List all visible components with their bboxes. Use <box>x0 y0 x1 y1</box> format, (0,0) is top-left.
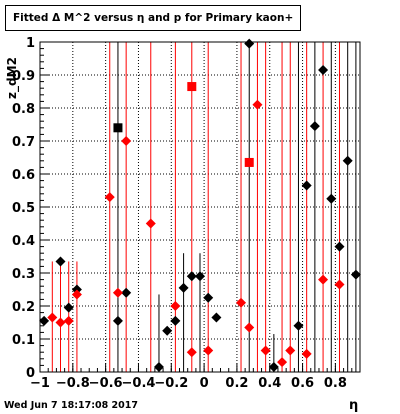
x-tick-label: 0.8 <box>324 376 347 391</box>
x-tick-label: −0.4 <box>122 376 156 391</box>
timestamp: Wed Jun 7 18:17:08 2017 <box>4 400 138 411</box>
data-point <box>301 180 312 191</box>
data-point <box>309 121 320 132</box>
data-point <box>203 292 214 303</box>
y-tick-label: 0.3 <box>12 267 35 282</box>
data-point <box>326 193 337 204</box>
data-point <box>318 65 329 76</box>
data-point <box>195 271 205 282</box>
y-tick-label: 0.9 <box>12 69 35 84</box>
data-point <box>252 99 263 110</box>
data-point <box>39 315 50 326</box>
data-point-square <box>187 82 197 92</box>
data-point <box>285 345 296 356</box>
data-point <box>350 269 361 280</box>
chart-title: Fitted Δ M^2 versus η and p for Primary … <box>5 5 302 31</box>
data-point <box>121 287 132 298</box>
data-point <box>186 347 197 358</box>
data-point <box>170 315 181 326</box>
data-point <box>260 345 271 356</box>
data-point <box>55 317 66 328</box>
y-tick-label: 0.8 <box>12 102 35 117</box>
x-tick-label: 0.4 <box>258 376 281 391</box>
y-tick-label: 0.2 <box>12 300 35 315</box>
data-point <box>170 301 181 311</box>
y-tick-label: 0 <box>26 366 35 381</box>
x-axis-label: η <box>349 398 359 413</box>
data-point <box>293 320 304 331</box>
data-point <box>71 289 82 300</box>
x-tick-label: −1 <box>30 376 50 391</box>
data-point <box>47 312 58 323</box>
data-point <box>244 322 255 333</box>
data-point <box>55 256 66 267</box>
data-point-square <box>113 123 123 133</box>
data-point-square <box>244 157 254 167</box>
data-point <box>121 136 132 146</box>
data-point <box>211 312 222 323</box>
data-point <box>112 315 123 326</box>
x-tick-label: −0.6 <box>89 376 123 391</box>
data-point <box>145 218 156 229</box>
y-tick-label: 1 <box>26 36 35 51</box>
data-point <box>244 38 255 49</box>
data-point <box>63 315 74 326</box>
y-axis-label: z_dM2 <box>5 57 20 99</box>
y-tick-label: 0.7 <box>12 135 35 150</box>
data-point <box>301 348 312 359</box>
y-tick-label: 0.1 <box>12 333 35 348</box>
x-tick-label: 0.2 <box>225 376 248 391</box>
data-point <box>186 271 197 282</box>
data-point <box>277 357 288 368</box>
data-point <box>63 302 74 313</box>
data-point <box>268 362 279 373</box>
x-tick-label: −0.8 <box>56 376 90 391</box>
x-tick-label: 0 <box>200 376 209 391</box>
data-point <box>203 345 214 356</box>
x-tick-label: −0.2 <box>154 376 188 391</box>
data-point <box>334 241 345 252</box>
data-point <box>112 287 123 298</box>
data-point <box>104 192 115 203</box>
data-point <box>178 282 189 293</box>
data-point <box>153 362 164 373</box>
data-point <box>342 155 353 166</box>
y-tick-label: 0.6 <box>12 168 35 183</box>
y-tick-label: 0.4 <box>12 234 35 249</box>
y-tick-label: 0.5 <box>12 201 35 216</box>
x-tick-label: 0.6 <box>291 376 314 391</box>
data-point <box>334 279 345 290</box>
data-point <box>162 325 173 336</box>
data-point <box>318 274 329 285</box>
data-point <box>236 297 247 308</box>
